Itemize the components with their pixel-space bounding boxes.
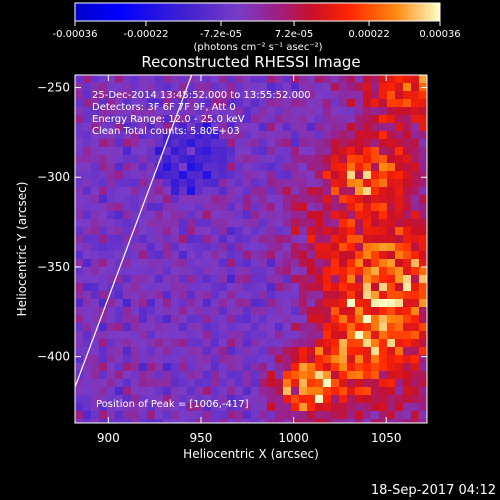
colorbar-tick-label: -7.2e-05 [200,29,242,40]
colorbar-tick-label: -0.00022 [123,29,168,40]
y-axis-label: Heliocentric Y (arcsec) [15,182,29,317]
colorbar-ticks: -0.00036 -0.00022 -7.2e-05 7.2e-05 0.00022 0.… [53,21,461,40]
detectors-text: Detectors: 3F 6F 7F 9F, Att 0 [92,102,236,113]
y-axis: −250 −300 −350 −400 [37,81,427,364]
colorbar-units-label: (photons cm⁻² s⁻¹ asec⁻²) [193,42,322,53]
solar-limb-line [75,75,193,388]
plot-title: Reconstructed RHESSI Image [141,53,360,71]
colorbar-tick-label: 0.00022 [348,29,389,40]
y-tick-label: −250 [37,81,70,95]
x-tick-label: 950 [190,431,213,445]
reconstructed-image [75,75,427,423]
colorbar-tick-label: -0.00036 [53,29,98,40]
time-range-text: 25-Dec-2014 13:45:52.000 to 13:55:52.000 [92,90,311,101]
plot-timestamp: 18-Sep-2017 04:12 [371,483,496,498]
plot-frame [74,74,428,424]
y-tick-label: −350 [37,260,70,274]
y-tick-label: −300 [37,170,70,184]
x-tick-label: 900 [97,431,120,445]
image-annotations: 25-Dec-2014 13:45:52.000 to 13:55:52.000… [92,90,311,410]
colorbar-tick-label: 7.2e-05 [275,29,313,40]
method-counts-text: Clean Total counts: 5.80E+03 [92,126,240,137]
peak-position-text: Position of Peak = [1006,-417] [96,399,249,410]
x-axis: 900 950 1000 1050 [97,75,402,445]
x-tick-label: 1050 [371,431,402,445]
x-tick-label: 1000 [278,431,309,445]
colorbar-tick-label: 0.00036 [419,29,460,40]
y-tick-label: −400 [37,350,70,364]
colorbar-gradient [74,2,441,22]
energy-range-text: Energy Range: 12.0 - 25.0 keV [92,114,245,125]
image-pixels [75,75,427,423]
x-axis-label: Heliocentric X (arcsec) [183,447,319,461]
colorbar: -0.00036 -0.00022 -7.2e-05 7.2e-05 0.00022 0.… [53,2,461,53]
